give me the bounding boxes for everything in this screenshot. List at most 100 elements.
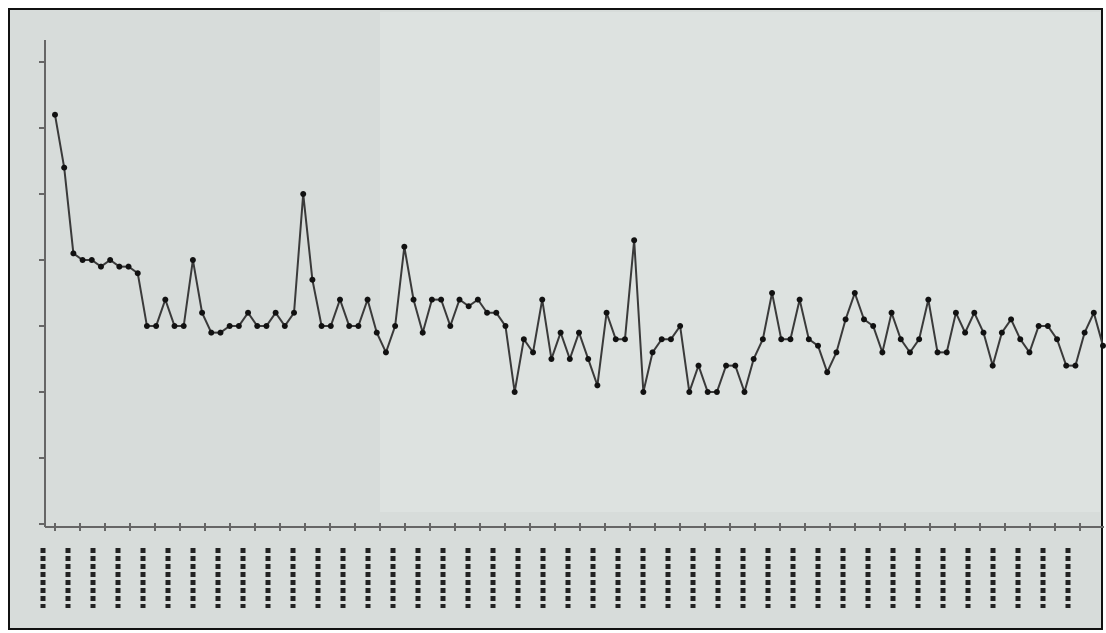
data-point — [79, 257, 86, 263]
plot-area — [39, 61, 1106, 525]
data-point — [97, 263, 104, 270]
data-point — [833, 349, 840, 356]
data-point — [116, 263, 123, 270]
data-point — [1090, 309, 1097, 316]
data-point — [309, 276, 316, 283]
data-point — [327, 323, 334, 329]
data-point — [281, 323, 288, 329]
data-point — [778, 336, 785, 343]
data-point — [906, 349, 913, 356]
data-point — [713, 389, 720, 395]
data-point — [520, 336, 527, 343]
data-point — [952, 309, 959, 316]
data-point — [162, 296, 169, 303]
data-point — [484, 309, 491, 316]
data-point — [631, 237, 638, 244]
data-point — [585, 356, 592, 362]
data-point — [1026, 349, 1033, 356]
data-point — [502, 323, 509, 329]
data-point — [355, 323, 362, 329]
data-point — [107, 257, 114, 263]
data-point — [1017, 336, 1024, 343]
data-point — [318, 323, 325, 329]
data-point — [410, 296, 417, 303]
data-point — [971, 309, 978, 316]
data-point — [916, 336, 923, 343]
data-point — [980, 329, 987, 336]
data-point — [336, 296, 343, 303]
data-point — [88, 257, 95, 263]
data-point — [649, 349, 656, 356]
data-point — [493, 309, 500, 316]
data-point — [860, 316, 867, 323]
data-point — [548, 356, 555, 362]
data-point — [153, 323, 160, 329]
data-point — [925, 296, 932, 303]
data-point — [272, 309, 279, 316]
data-point — [658, 336, 665, 343]
data-point — [677, 323, 684, 329]
data-point — [171, 323, 178, 329]
data-point — [851, 290, 858, 296]
data-point — [796, 296, 803, 303]
data-point — [392, 323, 399, 329]
data-point — [603, 309, 610, 316]
data-point — [962, 329, 969, 336]
data-point — [199, 309, 206, 316]
data-point — [300, 191, 307, 197]
data-point — [419, 329, 426, 336]
data-point — [842, 316, 849, 323]
data-point — [61, 164, 68, 171]
data-point — [576, 329, 582, 336]
data-point — [1044, 323, 1051, 329]
data-point — [428, 296, 435, 303]
data-point — [989, 362, 996, 369]
data-point — [1008, 316, 1015, 323]
data-point — [70, 250, 77, 257]
data-point — [143, 323, 150, 329]
data-point — [1035, 323, 1042, 329]
data-point — [1072, 362, 1079, 369]
data-point — [291, 309, 298, 316]
data-point — [686, 389, 693, 395]
data-point — [134, 270, 141, 277]
data-point — [364, 296, 371, 303]
data-point — [824, 369, 831, 376]
data-point — [217, 329, 224, 336]
data-point — [180, 323, 187, 329]
data-point — [704, 389, 711, 395]
data-point — [1063, 362, 1070, 369]
data-point — [732, 362, 739, 369]
data-point — [787, 336, 794, 343]
data-point — [695, 362, 702, 369]
data-point — [263, 323, 270, 329]
data-point — [557, 329, 564, 336]
paper-shade — [380, 12, 1100, 512]
data-point — [447, 323, 454, 329]
data-point — [465, 303, 472, 310]
data-point — [52, 111, 58, 118]
data-point — [1081, 329, 1088, 336]
data-point — [511, 389, 518, 395]
data-point — [998, 329, 1005, 336]
data-point — [125, 263, 132, 270]
data-point — [934, 349, 941, 356]
data-point — [254, 323, 261, 329]
data-point — [897, 336, 904, 343]
data-point — [805, 336, 812, 343]
data-point — [530, 349, 537, 356]
data-point — [474, 296, 481, 303]
data-point — [189, 257, 196, 263]
data-point — [438, 296, 445, 303]
data-point — [566, 356, 573, 362]
data-point — [888, 309, 895, 316]
data-point — [943, 349, 950, 356]
data-point — [612, 336, 619, 343]
data-point — [1100, 342, 1106, 349]
data-point — [667, 336, 674, 343]
data-point — [456, 296, 463, 303]
data-point — [879, 349, 886, 356]
data-point — [621, 336, 628, 343]
data-point — [226, 323, 233, 329]
data-point — [640, 389, 647, 395]
